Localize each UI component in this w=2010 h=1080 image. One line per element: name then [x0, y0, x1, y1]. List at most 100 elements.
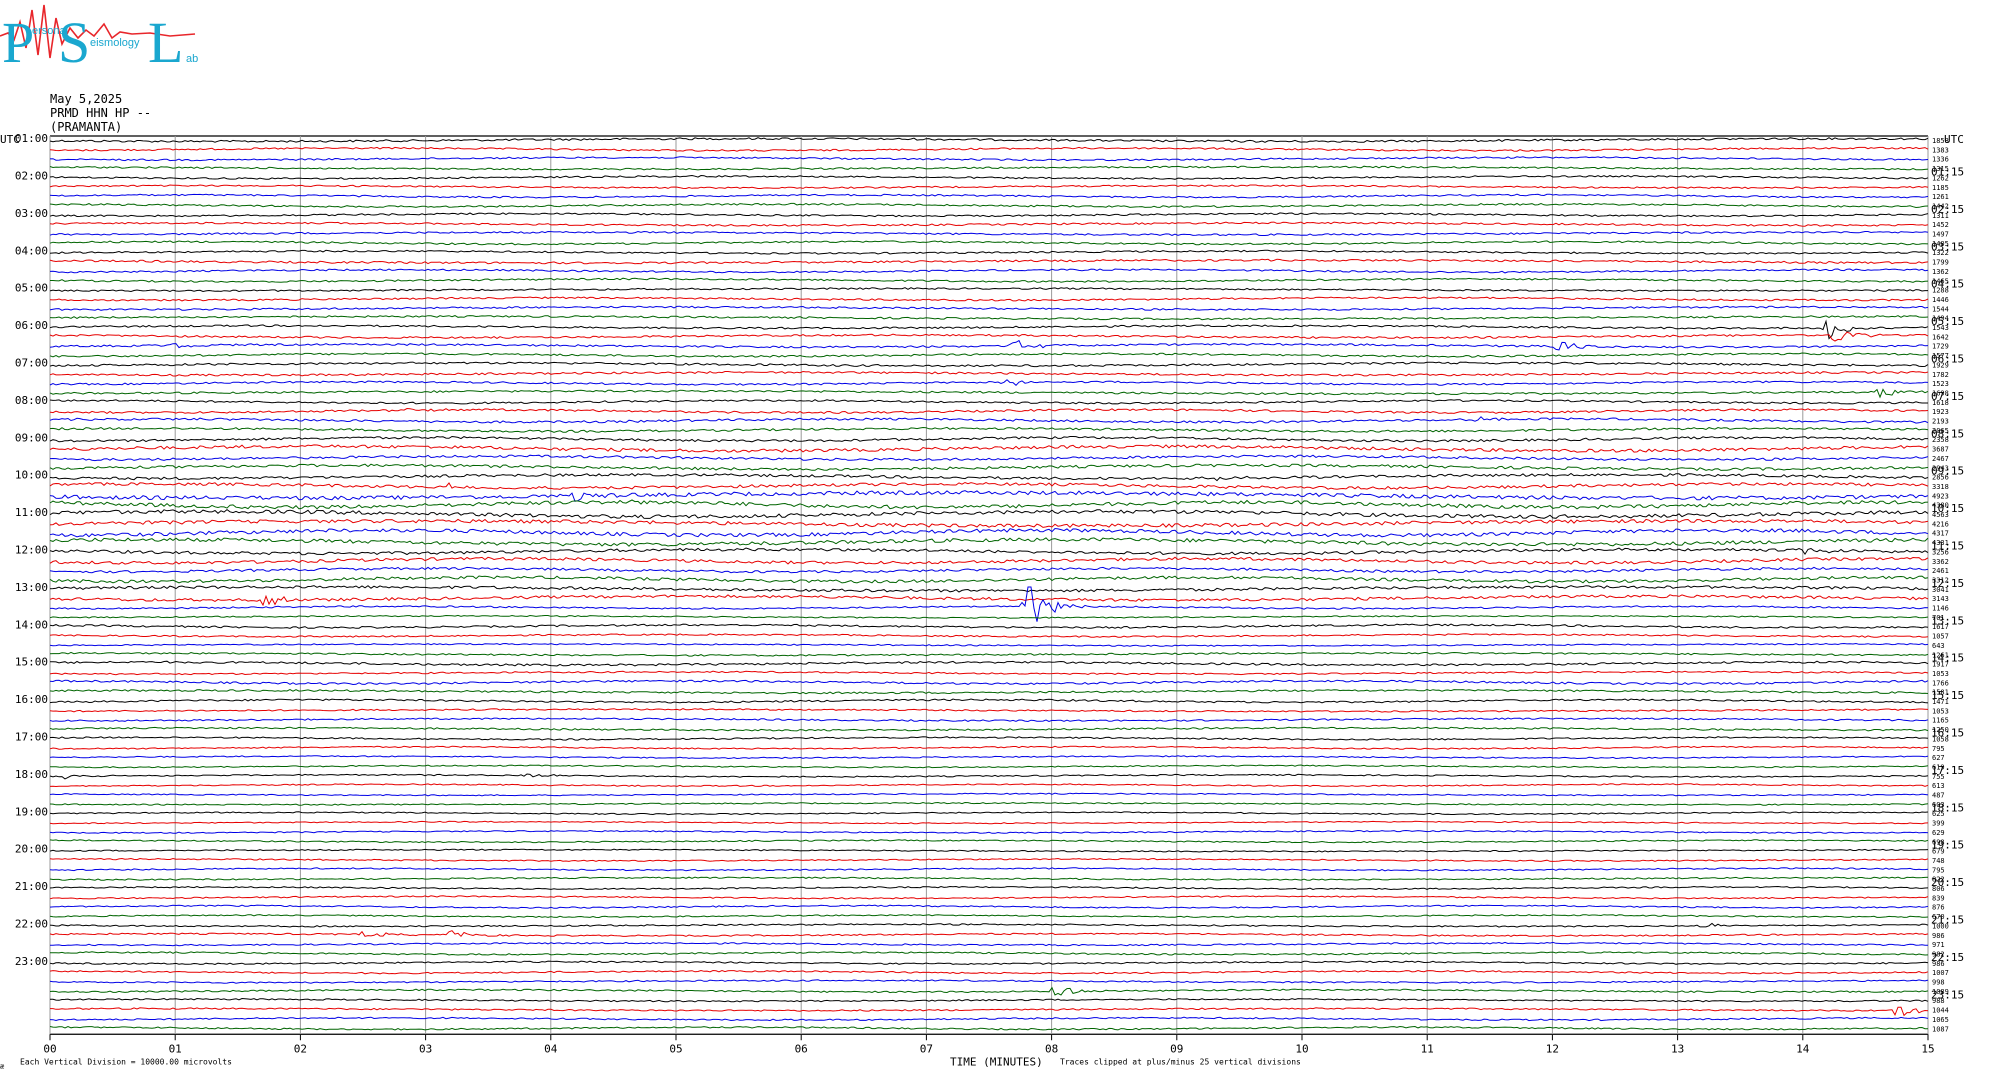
row-value-label: 982 [1932, 950, 1945, 958]
trace-row [49, 688, 1929, 695]
row-value-label: 1146 [1932, 605, 1949, 613]
row-value-label: 1523 [1932, 380, 1949, 388]
trace-row [49, 997, 1929, 1003]
trace-row [49, 820, 1929, 825]
x-tick-label: 06 [795, 1042, 808, 1055]
row-value-label: 1336 [1932, 156, 1949, 164]
trace-row [49, 792, 1929, 797]
trace-row [49, 165, 1929, 171]
trace-row [49, 508, 1929, 519]
right-hour-label: 11:15 [1931, 540, 1964, 553]
right-hour-label: 12:15 [1931, 577, 1964, 590]
row-value-label: 1087 [1932, 1025, 1949, 1033]
trace-row [49, 249, 1929, 255]
clip-note: Traces clipped at plus/minus 25 vertical… [1060, 1057, 1301, 1066]
x-tick-label: 05 [669, 1042, 682, 1055]
row-value-label: 1185 [1932, 184, 1949, 192]
row-value-label: 679 [1932, 848, 1945, 856]
trace-row [49, 287, 1928, 293]
trace-row [49, 930, 1929, 938]
logo-letter-l: L [148, 10, 183, 70]
x-tick-label: 03 [419, 1042, 432, 1055]
row-value-label: 1618 [1932, 399, 1949, 407]
x-tick-label: 12 [1546, 1042, 1559, 1055]
right-hour-label: 03:15 [1931, 240, 1964, 253]
row-value-label: 1165 [1932, 717, 1949, 725]
row-value-label: 986 [1932, 960, 1945, 968]
trace-row [49, 240, 1929, 246]
right-hour-label: 20:15 [1931, 876, 1964, 889]
trace-row [49, 914, 1929, 919]
row-value-label: 1315 [1932, 165, 1949, 173]
trace-row [49, 773, 1929, 780]
left-utc-label: UTC [0, 133, 20, 146]
left-hour-label: 21:00 [15, 880, 48, 893]
trace-row [49, 708, 1929, 713]
trace-row [49, 876, 1929, 881]
right-hour-label: 16:15 [1931, 727, 1964, 740]
trace-row [49, 801, 1929, 806]
row-value-label: 3256 [1932, 548, 1949, 556]
trace-row [49, 305, 1929, 311]
row-value-label: 1383 [1932, 146, 1949, 154]
x-tick-label: 00 [43, 1042, 56, 1055]
trace-row [49, 885, 1929, 891]
row-value-label: 1089 [1932, 988, 1949, 996]
row-value-label: 2461 [1932, 567, 1949, 575]
right-hour-label: 09:15 [1931, 465, 1964, 478]
x-tick-label: 07 [920, 1042, 933, 1055]
row-value-label: 988 [1932, 997, 1945, 1005]
left-hour-label: 16:00 [15, 693, 48, 706]
trace-row [49, 339, 1929, 351]
x-tick-label: 15 [1921, 1042, 1934, 1055]
trace-row [49, 895, 1929, 900]
right-hour-label: 05:15 [1931, 315, 1964, 328]
row-value-label: 1405 [1932, 240, 1949, 248]
row-value-label: 1465 [1932, 277, 1949, 285]
row-value-label: 399 [1932, 820, 1945, 828]
right-hour-label: 15:15 [1931, 689, 1964, 702]
trace-row [50, 951, 1929, 956]
trace-row [49, 212, 1929, 218]
trace-row [49, 904, 1929, 909]
left-hour-label: 23:00 [15, 955, 48, 968]
row-value-label: 1799 [1932, 259, 1949, 267]
left-hour-label: 05:00 [15, 282, 48, 295]
trace-row [49, 811, 1929, 816]
trace-row [49, 670, 1929, 676]
trace-row [49, 221, 1929, 227]
trace-row [49, 556, 1929, 565]
row-value-label: 795 [1932, 745, 1945, 753]
trace-rows [49, 137, 1929, 1031]
trace-row [49, 331, 1929, 342]
row-value-label: 1917 [1932, 661, 1949, 669]
row-value-label: 1053 [1932, 707, 1949, 715]
header-site: (PRAMANTA) [50, 120, 123, 134]
right-hour-label: 19:15 [1931, 839, 1964, 852]
trace-row [49, 444, 1929, 453]
row-value-label: 1288 [1932, 287, 1949, 295]
trace-row [49, 463, 1929, 472]
trace-row [49, 547, 1929, 556]
trace-row [49, 379, 1929, 386]
logo-letter-s: S [58, 10, 90, 70]
row-value-label: 3312 [1932, 576, 1949, 584]
trace-row [49, 137, 1929, 143]
row-value-label: 1729 [1932, 343, 1949, 351]
trace-row [49, 1016, 1929, 1022]
right-hour-label: 14:15 [1931, 652, 1964, 665]
row-value-label: 4923 [1932, 492, 1949, 500]
trace-row [50, 764, 1929, 769]
right-hour-label: 23:15 [1931, 988, 1964, 1001]
right-hour-label: 02:15 [1931, 203, 1964, 216]
row-value-label: 2193 [1932, 418, 1949, 426]
left-hour-label: 06:00 [15, 319, 48, 332]
trace-row [49, 146, 1929, 152]
x-tick-label: 11 [1421, 1042, 1434, 1055]
x-tick-label: 02 [294, 1042, 307, 1055]
row-value-label: 1057 [1932, 633, 1949, 641]
trace-row [49, 922, 1929, 928]
left-hour-label: 17:00 [15, 731, 48, 744]
left-hour-label: 09:00 [15, 431, 48, 444]
row-value-label: 1007 [1932, 969, 1949, 977]
